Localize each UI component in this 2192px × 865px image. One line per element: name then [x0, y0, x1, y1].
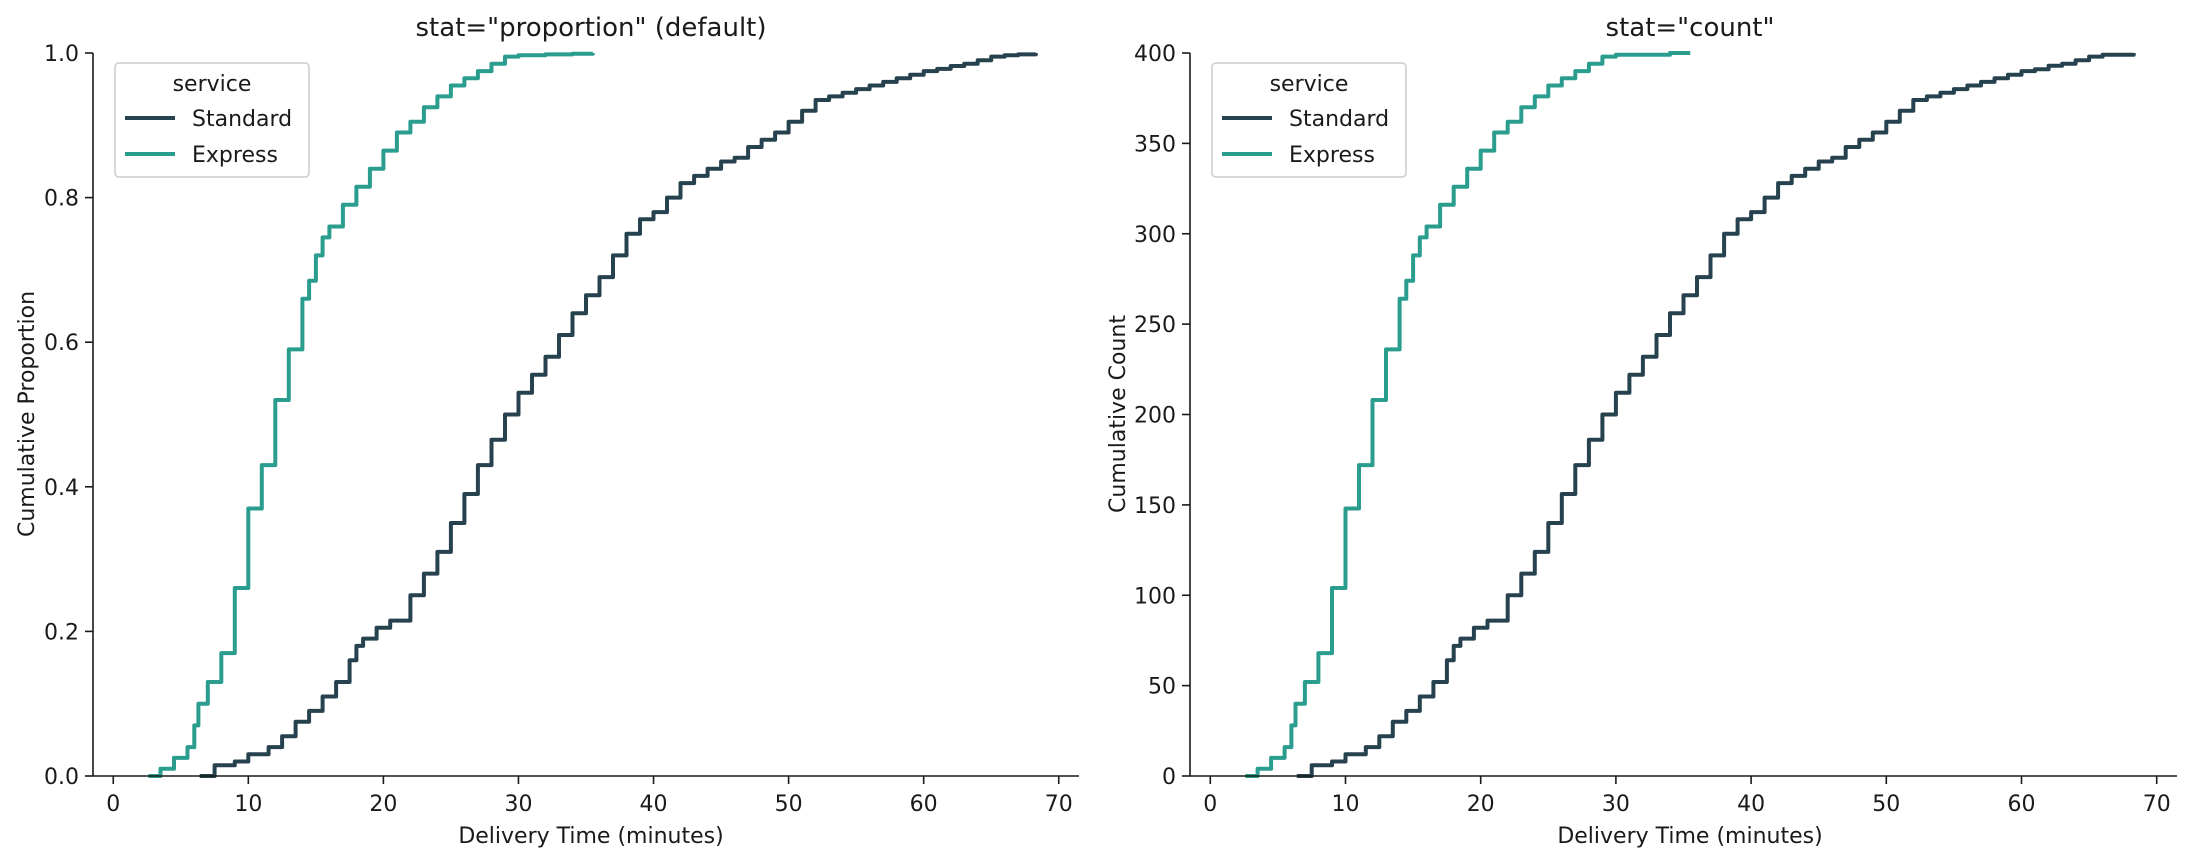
x-tick-label: 20	[1467, 792, 1495, 817]
series-line-standard	[1296, 52, 2136, 778]
legend: service Standard Express	[1211, 62, 1407, 178]
x-tick-label: 10	[1331, 792, 1359, 817]
y-tick-label: 300	[1134, 223, 1176, 248]
x-tick-label: 50	[1872, 792, 1900, 817]
legend: service Standard Express	[114, 62, 310, 178]
y-ticks: 0 50 100 150 200 250 300 350 400	[1134, 42, 1190, 790]
x-tick-label: 30	[504, 792, 532, 817]
y-ticks: 0.0 0.2 0.4 0.6 0.8 1.0	[44, 42, 93, 790]
series-line-standard	[199, 52, 1038, 778]
legend-frame	[1211, 62, 1407, 178]
x-axis-title: Delivery Time (minutes)	[1557, 824, 1822, 849]
x-tick-label: 0	[1203, 792, 1217, 817]
legend-label-express: Express	[1289, 143, 1375, 168]
x-tick-label: 30	[1602, 792, 1630, 817]
y-tick-label: 400	[1134, 42, 1176, 67]
chart-panel-count: stat="count" 0 10 20 30 40 50 60 70 0 50 100 150 20…	[1106, 13, 2177, 849]
y-tick-label: 0.0	[44, 765, 79, 790]
legend-title: service	[173, 72, 252, 97]
legend-title: service	[1270, 72, 1349, 97]
y-tick-label: 100	[1134, 584, 1176, 609]
x-ticks: 0 10 20 30 40 50 60 70	[106, 776, 1073, 817]
y-tick-label: 350	[1134, 132, 1176, 157]
chart-title: stat="proportion" (default)	[415, 13, 766, 43]
legend-label-standard: Standard	[1289, 107, 1389, 132]
y-tick-label: 0.8	[44, 187, 79, 212]
y-tick-label: 0	[1162, 765, 1176, 790]
x-tick-label: 40	[640, 792, 668, 817]
y-tick-label: 0.6	[44, 331, 79, 356]
y-tick-label: 1.0	[44, 42, 79, 67]
y-tick-label: 0.2	[44, 620, 79, 645]
legend-label-express: Express	[192, 143, 278, 168]
chart-title: stat="count"	[1606, 13, 1775, 43]
chart-panel-proportion: stat="proportion" (default) 0 10 20 30 40 50 6…	[15, 13, 1079, 849]
plot-area	[148, 51, 1038, 778]
x-tick-label: 0	[106, 792, 120, 817]
series-line-express	[1245, 51, 1691, 778]
x-axis-title: Delivery Time (minutes)	[458, 824, 723, 849]
x-tick-label: 40	[1737, 792, 1765, 817]
y-tick-label: 50	[1148, 675, 1176, 700]
x-tick-label: 10	[234, 792, 262, 817]
series-line-express	[148, 51, 595, 778]
y-axis-title: Cumulative Count	[1106, 315, 1131, 513]
x-tick-label: 50	[775, 792, 803, 817]
x-tick-label: 70	[1045, 792, 1073, 817]
x-tick-label: 60	[910, 792, 938, 817]
y-axis-title: Cumulative Proportion	[15, 291, 40, 537]
legend-frame	[114, 62, 310, 178]
y-tick-label: 250	[1134, 313, 1176, 338]
x-tick-label: 20	[369, 792, 397, 817]
y-tick-label: 200	[1134, 404, 1176, 429]
x-tick-label: 70	[2143, 792, 2171, 817]
plot-area	[1245, 51, 2136, 778]
x-ticks: 0 10 20 30 40 50 60 70	[1203, 776, 2171, 817]
y-tick-label: 150	[1134, 494, 1176, 519]
legend-label-standard: Standard	[192, 107, 292, 132]
x-tick-label: 60	[2008, 792, 2036, 817]
y-tick-label: 0.4	[44, 476, 79, 501]
